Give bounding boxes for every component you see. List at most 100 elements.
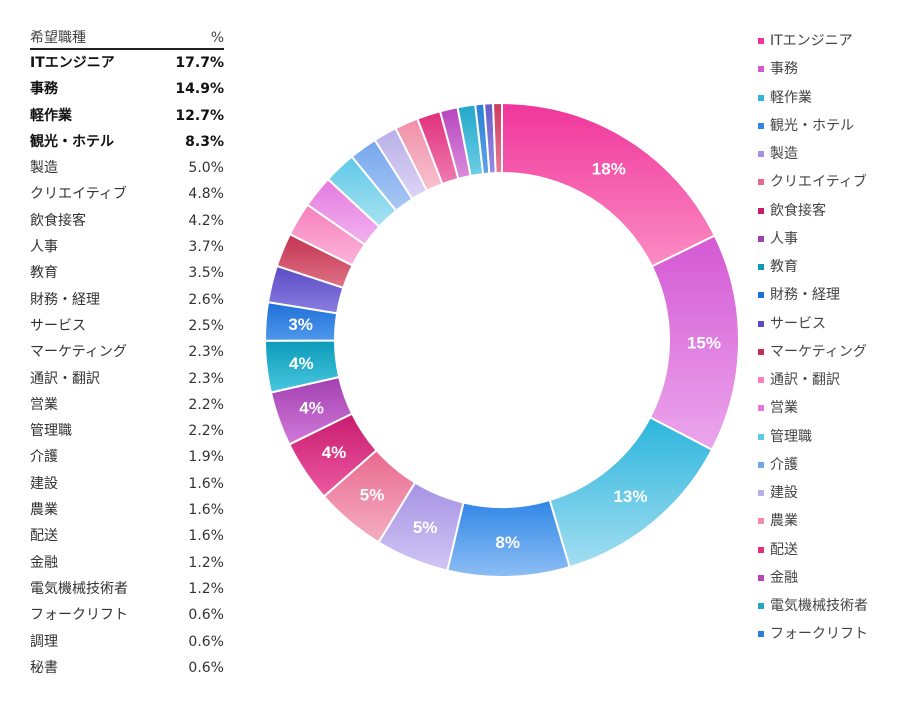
row-category: マーケティング <box>30 344 127 361</box>
row-percent: 2.2% <box>188 423 224 440</box>
table-row: 営業 2.2% <box>30 392 224 418</box>
legend-swatch <box>758 461 764 468</box>
table-row: 財務・経理 2.6% <box>30 287 224 313</box>
slice-1 <box>501 101 717 268</box>
table-row: 電気機械技術者 1.2% <box>30 576 224 602</box>
row-percent: 1.6% <box>188 528 224 545</box>
legend-item: サービス <box>758 313 868 341</box>
legend-item: 教育 <box>758 256 868 284</box>
slice-data-label: 5% <box>413 518 438 537</box>
row-category: クリエイティブ <box>30 186 127 203</box>
row-percent: 8.3% <box>185 133 224 150</box>
legend-item: 金融 <box>758 567 868 595</box>
row-percent: 2.5% <box>188 317 224 334</box>
chart-legend: ITエンジニア 事務 軽作業 観光・ホテル 製造 クリエイティブ 飲食接客 人事 教育 財務・経理… <box>758 30 868 652</box>
table-row: 製造 5.0% <box>30 155 224 181</box>
legend-item: 電気機械技術者 <box>758 595 868 623</box>
row-category: 農業 <box>30 502 58 519</box>
table-row: 金融 1.2% <box>30 550 224 576</box>
slice-data-label: 4% <box>289 354 314 373</box>
table-row: 建設 1.6% <box>30 471 224 497</box>
row-category: 建設 <box>30 475 58 492</box>
row-percent: 14.9% <box>175 81 224 98</box>
table-row: 事務 14.9% <box>30 76 224 102</box>
legend-item: 人事 <box>758 228 868 256</box>
legend-item: マーケティング <box>758 341 868 369</box>
legend-label: 事務 <box>770 61 798 78</box>
slice-data-label: 15% <box>687 334 721 353</box>
row-percent: 0.6% <box>188 607 224 624</box>
legend-swatch <box>758 292 764 299</box>
legend-label: クリエイティブ <box>770 174 867 191</box>
row-category: フォークリフト <box>30 607 128 624</box>
slice-24 <box>492 101 503 175</box>
legend-item: 建設 <box>758 482 868 510</box>
chart-slices <box>263 101 740 578</box>
table-row: マーケティング 2.3% <box>30 339 224 365</box>
legend-label: 金融 <box>770 569 798 586</box>
legend-item: 通訳・翻訳 <box>758 369 868 397</box>
slice-data-label: 3% <box>288 315 313 334</box>
table-row: サービス 2.5% <box>30 313 224 339</box>
legend-label: サービス <box>770 315 826 332</box>
header-percent: % <box>210 30 224 46</box>
row-percent: 2.3% <box>188 344 224 361</box>
legend-swatch <box>758 320 764 327</box>
legend-swatch <box>758 179 764 186</box>
row-category: 電気機械技術者 <box>30 580 128 597</box>
legend-swatch <box>758 348 764 355</box>
row-category: 金融 <box>30 554 58 571</box>
legend-item: 観光・ホテル <box>758 115 868 143</box>
slice-data-label: 18% <box>592 160 626 179</box>
row-percent: 17.7% <box>175 55 224 71</box>
legend-item: ITエンジニア <box>758 30 868 58</box>
table-row: フォークリフト 0.6% <box>30 602 224 628</box>
chart-data-labels: 18% 15% 13% 8% 5% 5% 4% 4% 4% 3% <box>288 160 721 552</box>
table-row: 教育 3.5% <box>30 260 224 286</box>
legend-label: 農業 <box>770 513 798 530</box>
legend-label: 財務・経理 <box>770 287 840 304</box>
legend-swatch <box>758 38 764 44</box>
legend-label: ITエンジニア <box>770 33 853 49</box>
row-category: 管理職 <box>30 423 72 440</box>
table-row: 飲食接客 4.2% <box>30 208 224 234</box>
row-category: 軽作業 <box>30 107 72 124</box>
legend-swatch <box>758 631 764 638</box>
row-category: 調理 <box>30 633 58 650</box>
row-percent: 1.2% <box>188 554 224 571</box>
legend-label: 電気機械技術者 <box>770 598 868 614</box>
legend-swatch <box>758 66 764 73</box>
row-category: 飲食接客 <box>30 212 86 229</box>
row-percent: 1.6% <box>188 475 224 492</box>
table-row: 軽作業 12.7% <box>30 103 224 129</box>
legend-label: 教育 <box>770 259 798 275</box>
table-row: 通訳・翻訳 2.3% <box>30 366 224 392</box>
legend-item: 事務 <box>758 58 868 86</box>
table-row: 管理職 2.2% <box>30 418 224 444</box>
legend-swatch <box>758 490 764 496</box>
row-percent: 2.2% <box>188 396 224 413</box>
row-percent: 3.5% <box>188 265 224 282</box>
legend-item: 飲食接客 <box>758 200 868 228</box>
job-preference-table: 希望職種 % ITエンジニア 17.7% 事務 14.9% 軽作業 12.7% 観光・ホテル… <box>30 28 224 681</box>
legend-label: 営業 <box>770 400 798 417</box>
row-category: ITエンジニア <box>30 55 115 71</box>
legend-label: フォークリフト <box>770 626 868 643</box>
table-row: 観光・ホテル 8.3% <box>30 129 224 155</box>
legend-swatch <box>758 433 764 440</box>
legend-label: 軽作業 <box>770 89 812 106</box>
row-category: 財務・経理 <box>30 291 100 308</box>
legend-item: クリエイティブ <box>758 171 868 199</box>
row-category: 営業 <box>30 396 58 413</box>
legend-swatch <box>758 377 764 383</box>
legend-label: 通訳・翻訳 <box>770 372 840 388</box>
legend-item: 営業 <box>758 397 868 425</box>
header-category: 希望職種 <box>30 30 86 46</box>
table-body: ITエンジニア 17.7% 事務 14.9% 軽作業 12.7% 観光・ホテル 8.3% 製造 5… <box>30 50 224 681</box>
legend-swatch <box>758 151 764 157</box>
legend-item: 介護 <box>758 454 868 482</box>
table-row: クリエイティブ 4.8% <box>30 181 224 207</box>
slice-data-label: 13% <box>613 487 647 506</box>
row-percent: 5.0% <box>188 160 224 177</box>
row-percent: 12.7% <box>175 107 224 124</box>
